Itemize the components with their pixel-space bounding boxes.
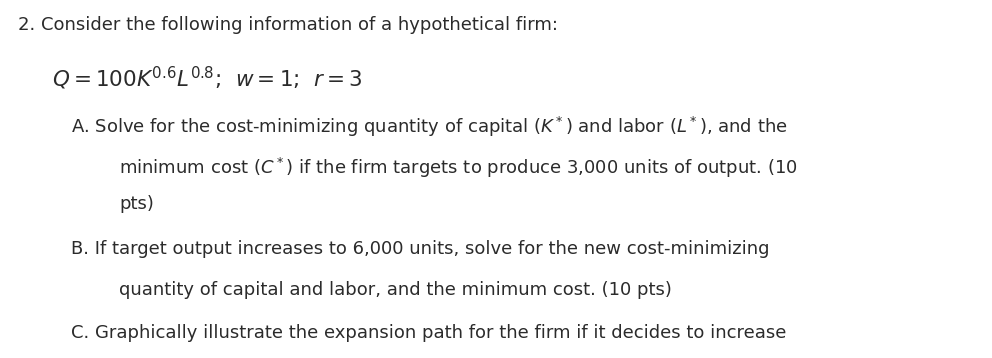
- Text: C. Graphically illustrate the expansion path for the firm if it decides to incre: C. Graphically illustrate the expansion …: [71, 324, 787, 342]
- Text: B. If target output increases to 6,000 units, solve for the new cost-minimizing: B. If target output increases to 6,000 u…: [71, 240, 770, 258]
- Text: quantity of capital and labor, and the minimum cost. (10 pts): quantity of capital and labor, and the m…: [119, 281, 672, 299]
- Text: $Q = 100K^{0.6}L^{0.8}$;  $w = 1$;  $r = 3$: $Q = 100K^{0.6}L^{0.8}$; $w = 1$; $r = 3…: [52, 64, 362, 92]
- Text: 2. Consider the following information of a hypothetical firm:: 2. Consider the following information of…: [18, 16, 558, 34]
- Text: pts): pts): [119, 195, 154, 213]
- Text: A. Solve for the cost-minimizing quantity of capital ($K^*$) and labor ($L^*$), : A. Solve for the cost-minimizing quantit…: [71, 115, 788, 139]
- Text: minimum cost ($C^*$) if the firm targets to produce 3,000 units of output. (10: minimum cost ($C^*$) if the firm targets…: [119, 156, 798, 180]
